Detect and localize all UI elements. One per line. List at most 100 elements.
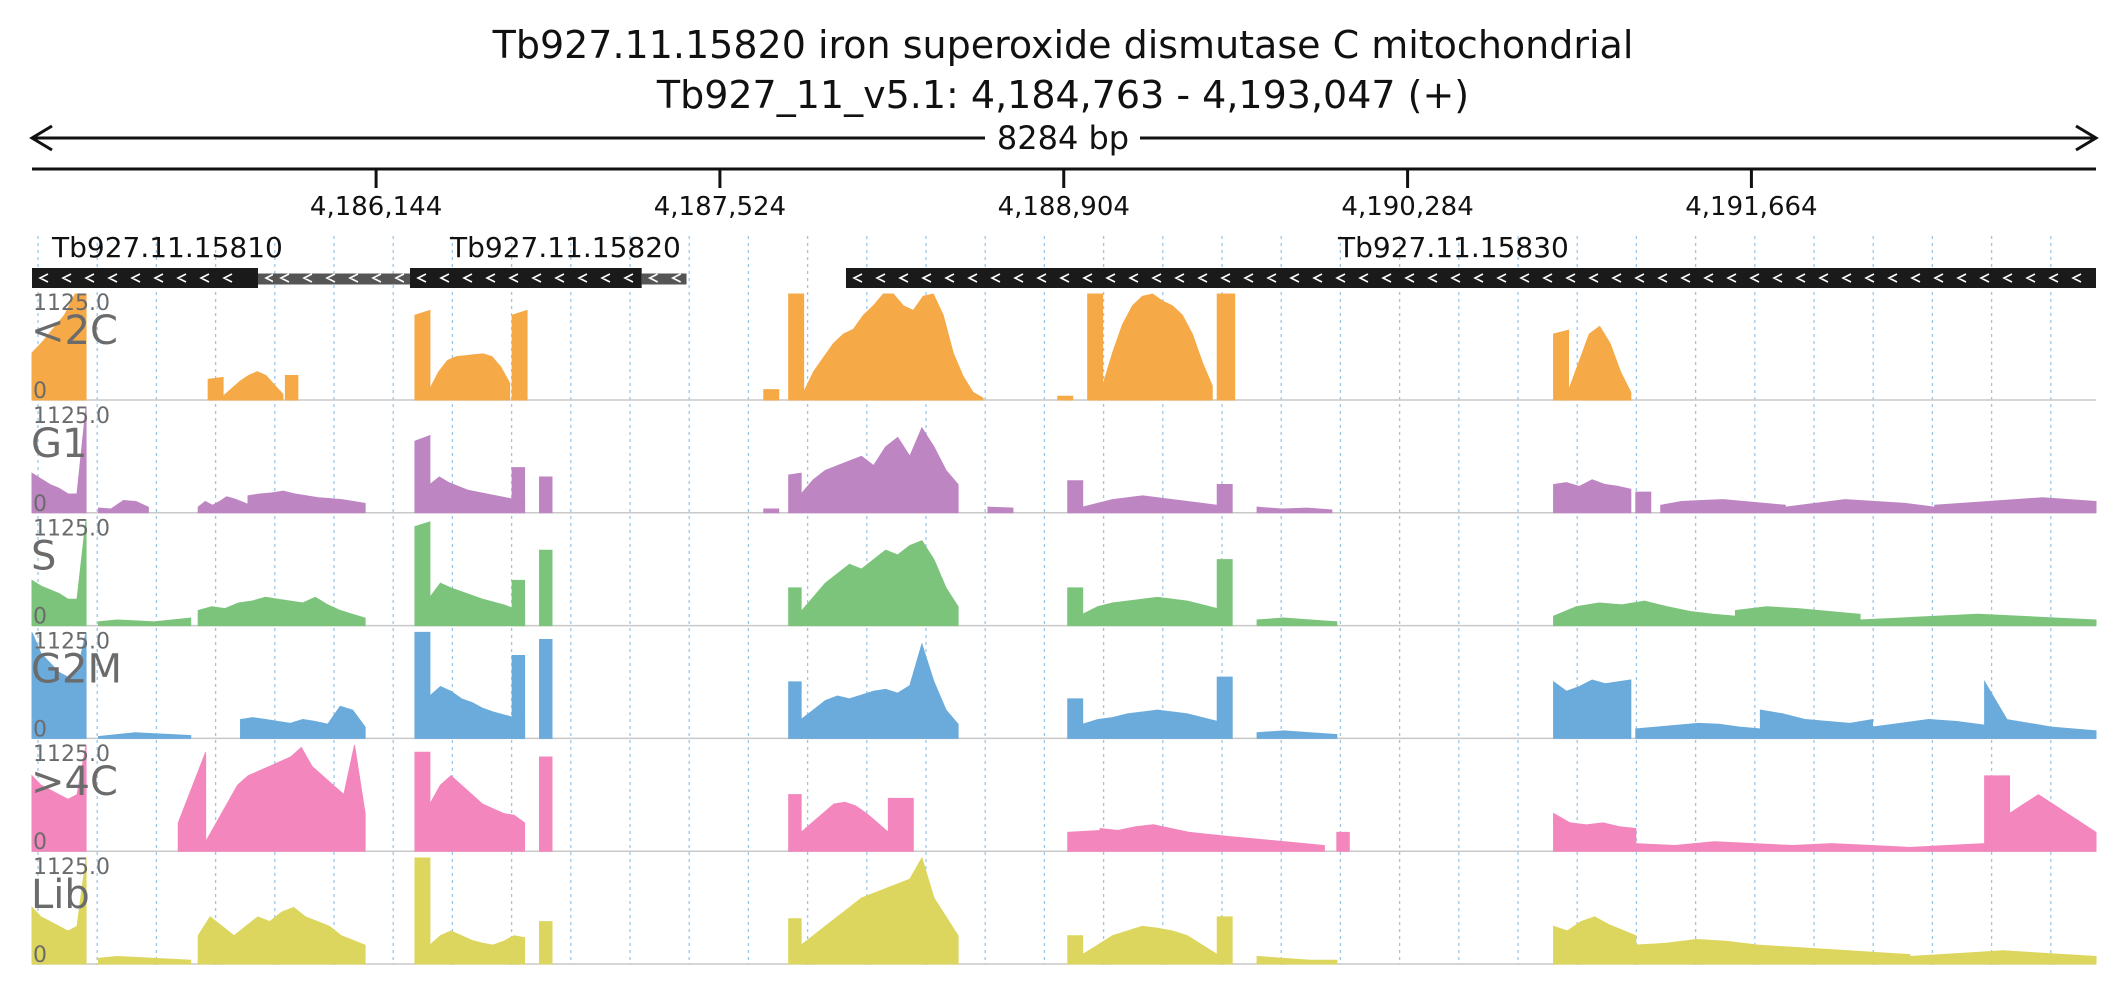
track-scale-max: 1125.0 bbox=[33, 629, 110, 654]
coverage-area bbox=[414, 309, 431, 401]
coverage-area bbox=[31, 406, 87, 514]
coverage-area bbox=[31, 745, 87, 852]
coverage-area bbox=[429, 353, 511, 401]
coverage-area bbox=[1067, 587, 1084, 627]
coverage-track-0: 1125.0 0 <2C bbox=[31, 291, 2096, 404]
coverage-area bbox=[1067, 480, 1084, 514]
coverage-area bbox=[987, 506, 1014, 514]
coverage-area bbox=[98, 732, 192, 739]
coverage-area bbox=[1553, 600, 1736, 627]
coverage-area bbox=[1635, 722, 1761, 739]
track-scale-min: 0 bbox=[33, 717, 47, 742]
gene-cds bbox=[32, 268, 258, 288]
span-arrow-left-icon bbox=[29, 124, 53, 152]
coverage-area bbox=[511, 309, 528, 401]
span-arrow-right-icon bbox=[2075, 124, 2099, 152]
figure-subtitle-locus: Tb927_11_v5.1: 4,184,763 - 4,193,047 (+) bbox=[656, 73, 1469, 117]
strand-arrows-icon bbox=[647, 273, 682, 283]
track-name-label: S bbox=[31, 534, 56, 580]
coverage-area bbox=[1336, 831, 1350, 852]
coverage-area bbox=[1216, 293, 1236, 401]
track-scale-min: 0 bbox=[33, 379, 47, 404]
coverage-area bbox=[207, 376, 224, 401]
track-name-label: <2C bbox=[31, 308, 118, 354]
ruler-tick-label: 4,186,144 bbox=[310, 192, 442, 222]
coverage-area bbox=[539, 921, 553, 965]
track-name-label: Lib bbox=[31, 872, 90, 918]
coverage-area bbox=[1984, 775, 2011, 852]
coverage-area bbox=[788, 293, 805, 401]
gene-Tb927.11.15810: Tb927.11.15810 bbox=[32, 231, 308, 288]
coverage-area bbox=[247, 490, 366, 514]
coverage-area bbox=[197, 596, 266, 627]
coverage-area bbox=[1553, 916, 1637, 965]
strand-arrows-icon bbox=[279, 273, 405, 283]
track-scale-min: 0 bbox=[33, 492, 47, 517]
coverage-area bbox=[1635, 491, 1652, 514]
coverage-area bbox=[1256, 730, 1338, 739]
gene-cds bbox=[409, 268, 642, 288]
coverage-area bbox=[1660, 499, 1786, 514]
coverage-area bbox=[1934, 497, 2097, 514]
coverage-area bbox=[414, 631, 431, 739]
coverage-track-4: 1125.0 0 >4C bbox=[31, 742, 2097, 855]
coverage-area bbox=[788, 794, 802, 852]
coverage-area bbox=[800, 642, 959, 739]
gene-label: Tb927.11.15830 bbox=[1337, 231, 1569, 264]
coverage-area bbox=[31, 519, 87, 627]
coverage-area bbox=[1759, 709, 1874, 739]
coverage-area bbox=[429, 582, 526, 627]
coverage-area bbox=[1224, 835, 1325, 852]
gene-Tb927.11.15830: Tb927.11.15830 bbox=[845, 231, 2096, 288]
coverage-area bbox=[539, 476, 553, 514]
coverage-area bbox=[205, 745, 366, 852]
coverage-area bbox=[763, 389, 780, 401]
track-scale-max: 1125.0 bbox=[33, 742, 110, 767]
coverage-area bbox=[800, 426, 959, 514]
track-scale-max: 1125.0 bbox=[33, 404, 110, 429]
track-scale-min: 0 bbox=[33, 605, 47, 630]
gene-Tb927.11.15820: Tb927.11.15820 bbox=[272, 231, 687, 288]
coverage-area bbox=[2009, 794, 2097, 852]
coverage-area bbox=[1082, 709, 1218, 739]
coverage-area bbox=[539, 549, 553, 627]
strand-arrows-icon bbox=[416, 273, 634, 283]
coverage-area bbox=[1256, 506, 1333, 514]
coverage-area bbox=[887, 797, 914, 852]
coverage-area bbox=[414, 521, 431, 627]
gene-cds bbox=[845, 268, 2096, 288]
figure-title: Tb927.11.15820 iron superoxide dismutase… bbox=[492, 23, 1634, 67]
coverage-area bbox=[98, 500, 149, 514]
ruler-tick-label: 4,190,284 bbox=[1341, 192, 1473, 222]
coverage-track-5: 1125.0 0 Lib bbox=[31, 855, 2097, 968]
coverage-area bbox=[1553, 812, 1637, 852]
coverage-area bbox=[1082, 495, 1218, 514]
ruler-tick-label: 4,187,524 bbox=[654, 192, 786, 222]
span-length-label: 8284 bp bbox=[997, 119, 1129, 157]
strand-arrows-icon bbox=[38, 273, 233, 283]
coverage-area bbox=[1635, 841, 1911, 852]
coverage-area bbox=[284, 375, 299, 401]
coverage-area bbox=[1256, 955, 1338, 965]
coverage-area bbox=[1067, 698, 1084, 739]
gene-utr bbox=[272, 273, 410, 285]
coverage-area bbox=[788, 681, 802, 739]
coordinate-ruler: 4,186,144 4,187,524 4,188,904 4,190,284 4,19… bbox=[32, 167, 2096, 222]
gene-utr bbox=[641, 273, 687, 285]
coverage-area bbox=[511, 654, 526, 739]
coverage-area bbox=[197, 906, 366, 965]
coverage-area bbox=[1082, 925, 1218, 965]
coverage-area bbox=[1216, 916, 1233, 965]
coverage-area bbox=[197, 496, 249, 514]
gene-label: Tb927.11.15820 bbox=[449, 231, 681, 264]
coverage-area bbox=[1909, 843, 1986, 852]
coverage-area bbox=[1909, 950, 2097, 965]
ruler-ticks: 4,186,144 4,187,524 4,188,904 4,190,284 4,19… bbox=[310, 169, 1818, 222]
coverage-area bbox=[429, 930, 526, 965]
coverage-area bbox=[414, 434, 431, 514]
track-scale-max: 1125.0 bbox=[33, 855, 110, 880]
coverage-area bbox=[1859, 613, 2097, 627]
coverage-area bbox=[98, 617, 192, 627]
coverage-area bbox=[788, 918, 802, 965]
gene-label: Tb927.11.15810 bbox=[51, 231, 283, 264]
